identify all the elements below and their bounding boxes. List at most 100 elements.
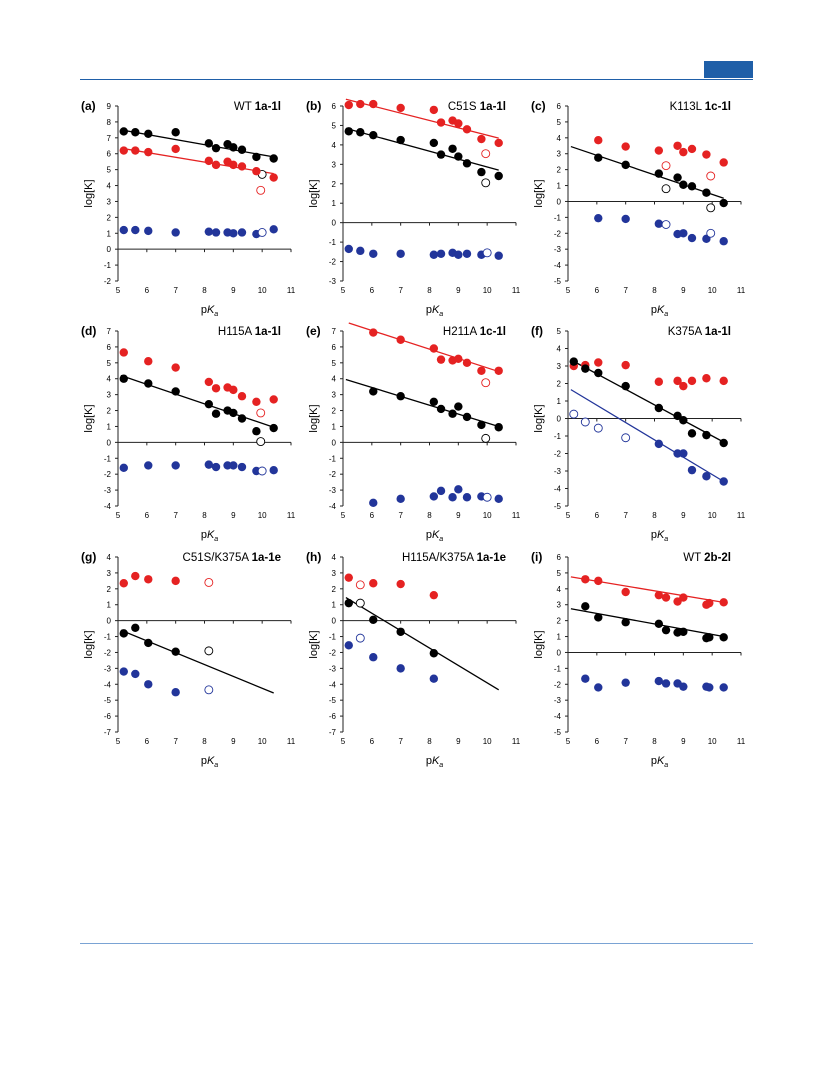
series-2-point	[171, 228, 180, 237]
y-tick-label: 4	[107, 375, 112, 384]
x-tick-label: 5	[566, 737, 571, 746]
series-2-point	[654, 219, 664, 228]
y-tick-label: 3	[107, 197, 112, 206]
series-1-point	[477, 167, 486, 177]
series-2-point	[448, 493, 457, 502]
series-1-point	[702, 188, 711, 197]
series-1-point	[396, 392, 405, 401]
x-tick-label: 11	[737, 286, 746, 295]
series-1-point	[673, 411, 682, 421]
series-0-point	[661, 593, 671, 602]
y-tick-label: -1	[329, 238, 337, 247]
series-1-point	[569, 357, 578, 366]
y-tick-label: 3	[332, 160, 337, 169]
series-2-point	[144, 461, 153, 470]
series-0-point	[594, 136, 603, 145]
series-2-point	[204, 227, 214, 236]
y-tick-label: -5	[554, 277, 562, 286]
series-2-point	[211, 228, 221, 237]
y-tick-label: 7	[107, 327, 112, 336]
series-2-point	[661, 679, 671, 688]
series-1-point	[237, 414, 247, 423]
series-0-point	[171, 576, 180, 586]
series-1-point	[448, 144, 457, 153]
series-0-open-point	[256, 408, 266, 418]
panel-i: (i) WT 2b-2l -5 -4 -3 -2 -1 0 1 2 3 4 5 6 5 6 7 8 9 10 11 pKa…	[531, 550, 746, 769]
series-2-point	[705, 683, 714, 692]
series-1-point	[448, 409, 457, 418]
series-1-point	[621, 381, 630, 391]
series-2-point	[396, 664, 405, 673]
panel-letter: (c)	[531, 99, 546, 113]
series-0-point	[369, 99, 378, 109]
y-axis-title: log[K]	[83, 179, 95, 207]
panel-title-text: K113L	[670, 101, 705, 113]
y-tick-label: 3	[332, 569, 337, 578]
series-0-point	[594, 576, 603, 586]
footer-rule	[80, 943, 753, 944]
series-1-point	[462, 159, 472, 168]
series-1-fit-line	[120, 147, 274, 175]
y-axis-title: log[K]	[83, 630, 95, 658]
x-tick-label: 9	[456, 511, 461, 520]
x-tick-label: 10	[708, 737, 717, 746]
series-1-open-point	[204, 646, 214, 656]
y-tick-label: -1	[104, 633, 112, 642]
series-1-point	[494, 171, 503, 181]
series-1-point	[119, 146, 128, 155]
y-tick-label: -2	[554, 680, 562, 689]
series-0-point	[719, 376, 728, 386]
series-2-point	[229, 229, 238, 238]
series-0-point	[687, 376, 697, 386]
series-1-point	[396, 135, 405, 145]
series-1-point	[436, 404, 446, 414]
x-tick-label: 5	[116, 286, 121, 295]
series-2-point	[211, 462, 221, 472]
series-0-point	[131, 128, 140, 137]
series-2-open-point	[706, 228, 716, 238]
y-tick-label: 7	[107, 134, 112, 143]
series-0-point	[144, 575, 153, 584]
series-2-point	[119, 225, 128, 235]
series-2-open-point	[593, 423, 603, 433]
series-0-point	[719, 158, 728, 167]
panel-title: H211A 1c-1l	[443, 326, 506, 338]
y-tick-label: -3	[554, 467, 562, 476]
series-1-point	[396, 627, 405, 636]
series-2-point	[223, 461, 232, 470]
series-0-point	[702, 374, 711, 383]
series-0-point	[687, 144, 697, 154]
series-2-point	[171, 688, 180, 697]
series-1-point	[705, 633, 714, 642]
y-tick-label: 0	[332, 617, 337, 626]
panel-letter: (i)	[531, 550, 542, 564]
x-tick-label: 5	[566, 286, 571, 295]
x-tick-label: 5	[341, 737, 346, 746]
x-tick-label: 8	[652, 511, 657, 520]
series-1-point	[269, 423, 278, 433]
y-tick-label: 7	[332, 327, 337, 336]
series-0-point	[211, 143, 221, 153]
series-1-point	[594, 153, 603, 162]
series-2-open-point	[482, 492, 492, 502]
panel-c: (c) K113L 1c-1l -5 -4 -3 -2 -1 0 1 2 3 4 5 6 5 6 7 8 9 10 11…	[531, 99, 746, 318]
y-tick-label: 4	[557, 345, 562, 354]
panel-title-compounds: 2b-2l	[704, 552, 731, 564]
x-tick-label: 10	[483, 737, 492, 746]
y-tick-label: 1	[332, 601, 337, 610]
x-tick-label: 7	[398, 511, 403, 520]
x-tick-label: 8	[202, 511, 207, 520]
panel-title-compounds: 1c-1l	[480, 326, 506, 338]
series-2-point	[494, 494, 503, 504]
x-axis-title: pKa	[201, 529, 218, 543]
y-axis-title: log[K]	[308, 404, 320, 432]
series-1-open-point	[256, 437, 266, 447]
x-axis-title: pKa	[201, 304, 218, 318]
x-tick-label: 5	[341, 511, 346, 520]
y-tick-label: 1	[557, 397, 562, 406]
y-tick-label: -4	[554, 485, 562, 494]
panel-title-compounds: 1c-1l	[705, 101, 731, 113]
y-tick-label: -5	[554, 728, 562, 737]
y-tick-label: 3	[107, 391, 112, 400]
